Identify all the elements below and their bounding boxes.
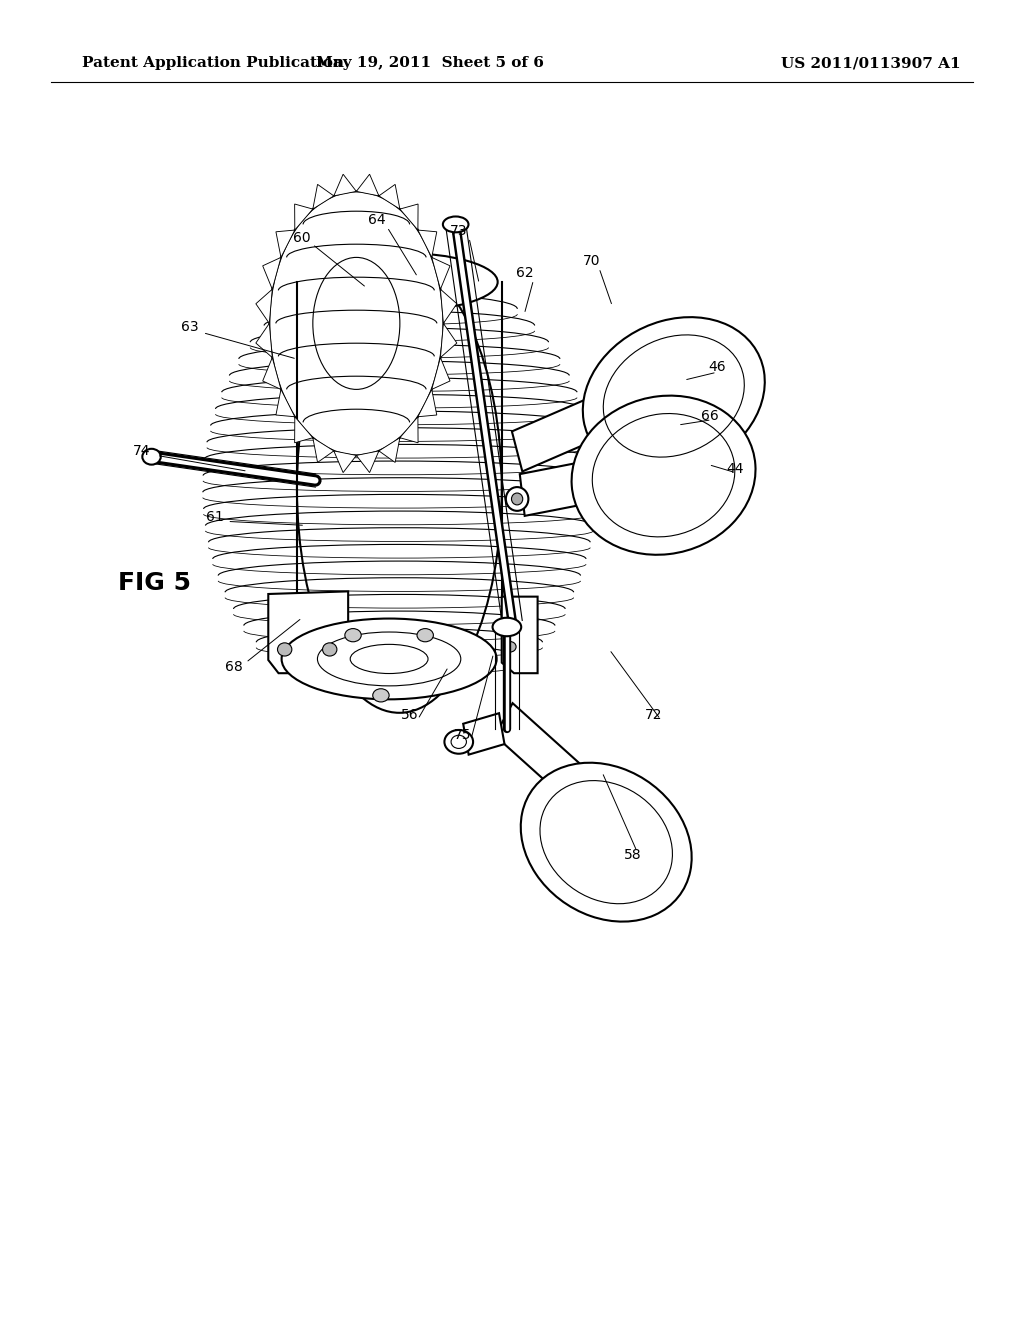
Ellipse shape (373, 689, 389, 702)
Text: 64: 64 (368, 214, 386, 227)
Polygon shape (334, 451, 356, 473)
Ellipse shape (417, 628, 433, 642)
Text: 66: 66 (700, 409, 719, 422)
Ellipse shape (278, 643, 292, 656)
Polygon shape (432, 358, 450, 389)
Ellipse shape (521, 763, 691, 921)
Polygon shape (440, 289, 457, 323)
Text: 46: 46 (708, 360, 726, 374)
Text: 63: 63 (180, 321, 199, 334)
Ellipse shape (269, 191, 443, 455)
Polygon shape (512, 376, 650, 471)
Polygon shape (379, 438, 399, 462)
Polygon shape (275, 389, 295, 417)
Polygon shape (502, 597, 538, 673)
Ellipse shape (571, 396, 756, 554)
Ellipse shape (504, 642, 516, 652)
Polygon shape (263, 257, 281, 289)
Text: 44: 44 (726, 462, 744, 475)
Ellipse shape (512, 492, 522, 506)
Text: 58: 58 (624, 849, 642, 862)
Polygon shape (268, 591, 348, 673)
Ellipse shape (301, 253, 498, 312)
Polygon shape (313, 185, 334, 209)
Polygon shape (356, 451, 379, 473)
Text: US 2011/0113907 A1: US 2011/0113907 A1 (780, 57, 961, 70)
Polygon shape (564, 784, 613, 846)
Polygon shape (440, 323, 457, 358)
Polygon shape (256, 289, 272, 323)
Ellipse shape (444, 730, 473, 754)
Ellipse shape (493, 618, 521, 636)
Ellipse shape (504, 618, 516, 628)
Text: 60: 60 (293, 231, 311, 244)
Text: 75: 75 (454, 729, 472, 742)
Polygon shape (334, 174, 356, 195)
Polygon shape (463, 713, 505, 755)
Polygon shape (256, 323, 272, 358)
Text: 72: 72 (644, 709, 663, 722)
Polygon shape (418, 230, 437, 257)
Polygon shape (275, 230, 295, 257)
Ellipse shape (345, 628, 361, 642)
Ellipse shape (297, 264, 502, 713)
Ellipse shape (142, 449, 161, 465)
Ellipse shape (282, 619, 497, 700)
Ellipse shape (506, 487, 528, 511)
Polygon shape (295, 417, 312, 442)
Text: FIG 5: FIG 5 (118, 572, 190, 595)
Text: May 19, 2011  Sheet 5 of 6: May 19, 2011 Sheet 5 of 6 (316, 57, 544, 70)
Ellipse shape (442, 216, 469, 232)
Polygon shape (399, 205, 418, 230)
Polygon shape (263, 358, 281, 389)
Text: 74: 74 (132, 445, 151, 458)
Text: 68: 68 (224, 660, 243, 673)
Text: 70: 70 (583, 255, 601, 268)
Polygon shape (379, 185, 399, 209)
Text: 56: 56 (400, 709, 419, 722)
Polygon shape (495, 704, 601, 814)
Text: 61: 61 (206, 511, 224, 524)
Polygon shape (312, 438, 334, 462)
Text: 73: 73 (450, 224, 468, 238)
Text: 62: 62 (516, 267, 535, 280)
Polygon shape (432, 257, 450, 289)
Ellipse shape (323, 643, 337, 656)
Ellipse shape (583, 317, 765, 475)
Polygon shape (418, 389, 437, 417)
Polygon shape (356, 174, 379, 195)
Text: Patent Application Publication: Patent Application Publication (82, 57, 344, 70)
Polygon shape (295, 205, 313, 230)
Polygon shape (520, 447, 659, 516)
Polygon shape (399, 417, 418, 442)
